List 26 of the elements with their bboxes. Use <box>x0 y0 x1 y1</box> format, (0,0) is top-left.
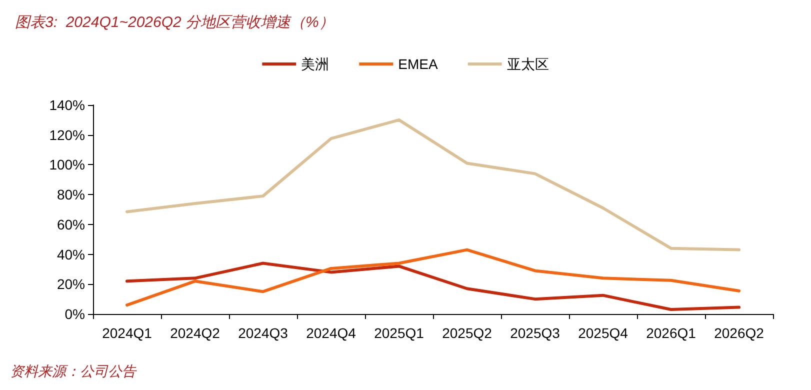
y-tick-label: 140% <box>49 97 85 113</box>
x-tick-label: 2024Q4 <box>306 325 356 341</box>
y-tick-label: 40% <box>56 246 85 262</box>
x-tick-label: 2026Q1 <box>646 325 696 341</box>
line-series <box>126 262 740 312</box>
line-series <box>126 118 740 252</box>
x-tick-label: 2025Q2 <box>442 325 492 341</box>
legend-label: 美洲 <box>301 56 330 72</box>
y-tick-label: 80% <box>56 186 85 203</box>
x-tick-label: 2024Q2 <box>170 325 220 341</box>
x-tick-label: 2024Q1 <box>102 325 152 341</box>
text: 资料来源：公司公告 <box>10 363 137 379</box>
x-tick-label: 2025Q1 <box>374 325 424 341</box>
y-tick-label: 100% <box>49 156 85 173</box>
x-tick-label: 2026Q2 <box>714 325 764 341</box>
y-tick-label: 60% <box>56 216 85 232</box>
y-tick-label: 0% <box>64 306 85 322</box>
y-tick-label: 20% <box>56 276 85 292</box>
legend-label: EMEA <box>398 56 438 72</box>
y-tick-label: 120% <box>49 126 85 143</box>
line-series <box>126 248 740 307</box>
x-tick-label: 2024Q3 <box>238 325 288 341</box>
legend-label: 亚太区 <box>506 56 549 72</box>
x-tick-label: 2025Q4 <box>578 325 628 341</box>
chart-title: 图表3: 2024Q1~2026Q2 分地区营收增速（%） <box>15 14 334 31</box>
x-tick-label: 2025Q3 <box>510 325 560 341</box>
